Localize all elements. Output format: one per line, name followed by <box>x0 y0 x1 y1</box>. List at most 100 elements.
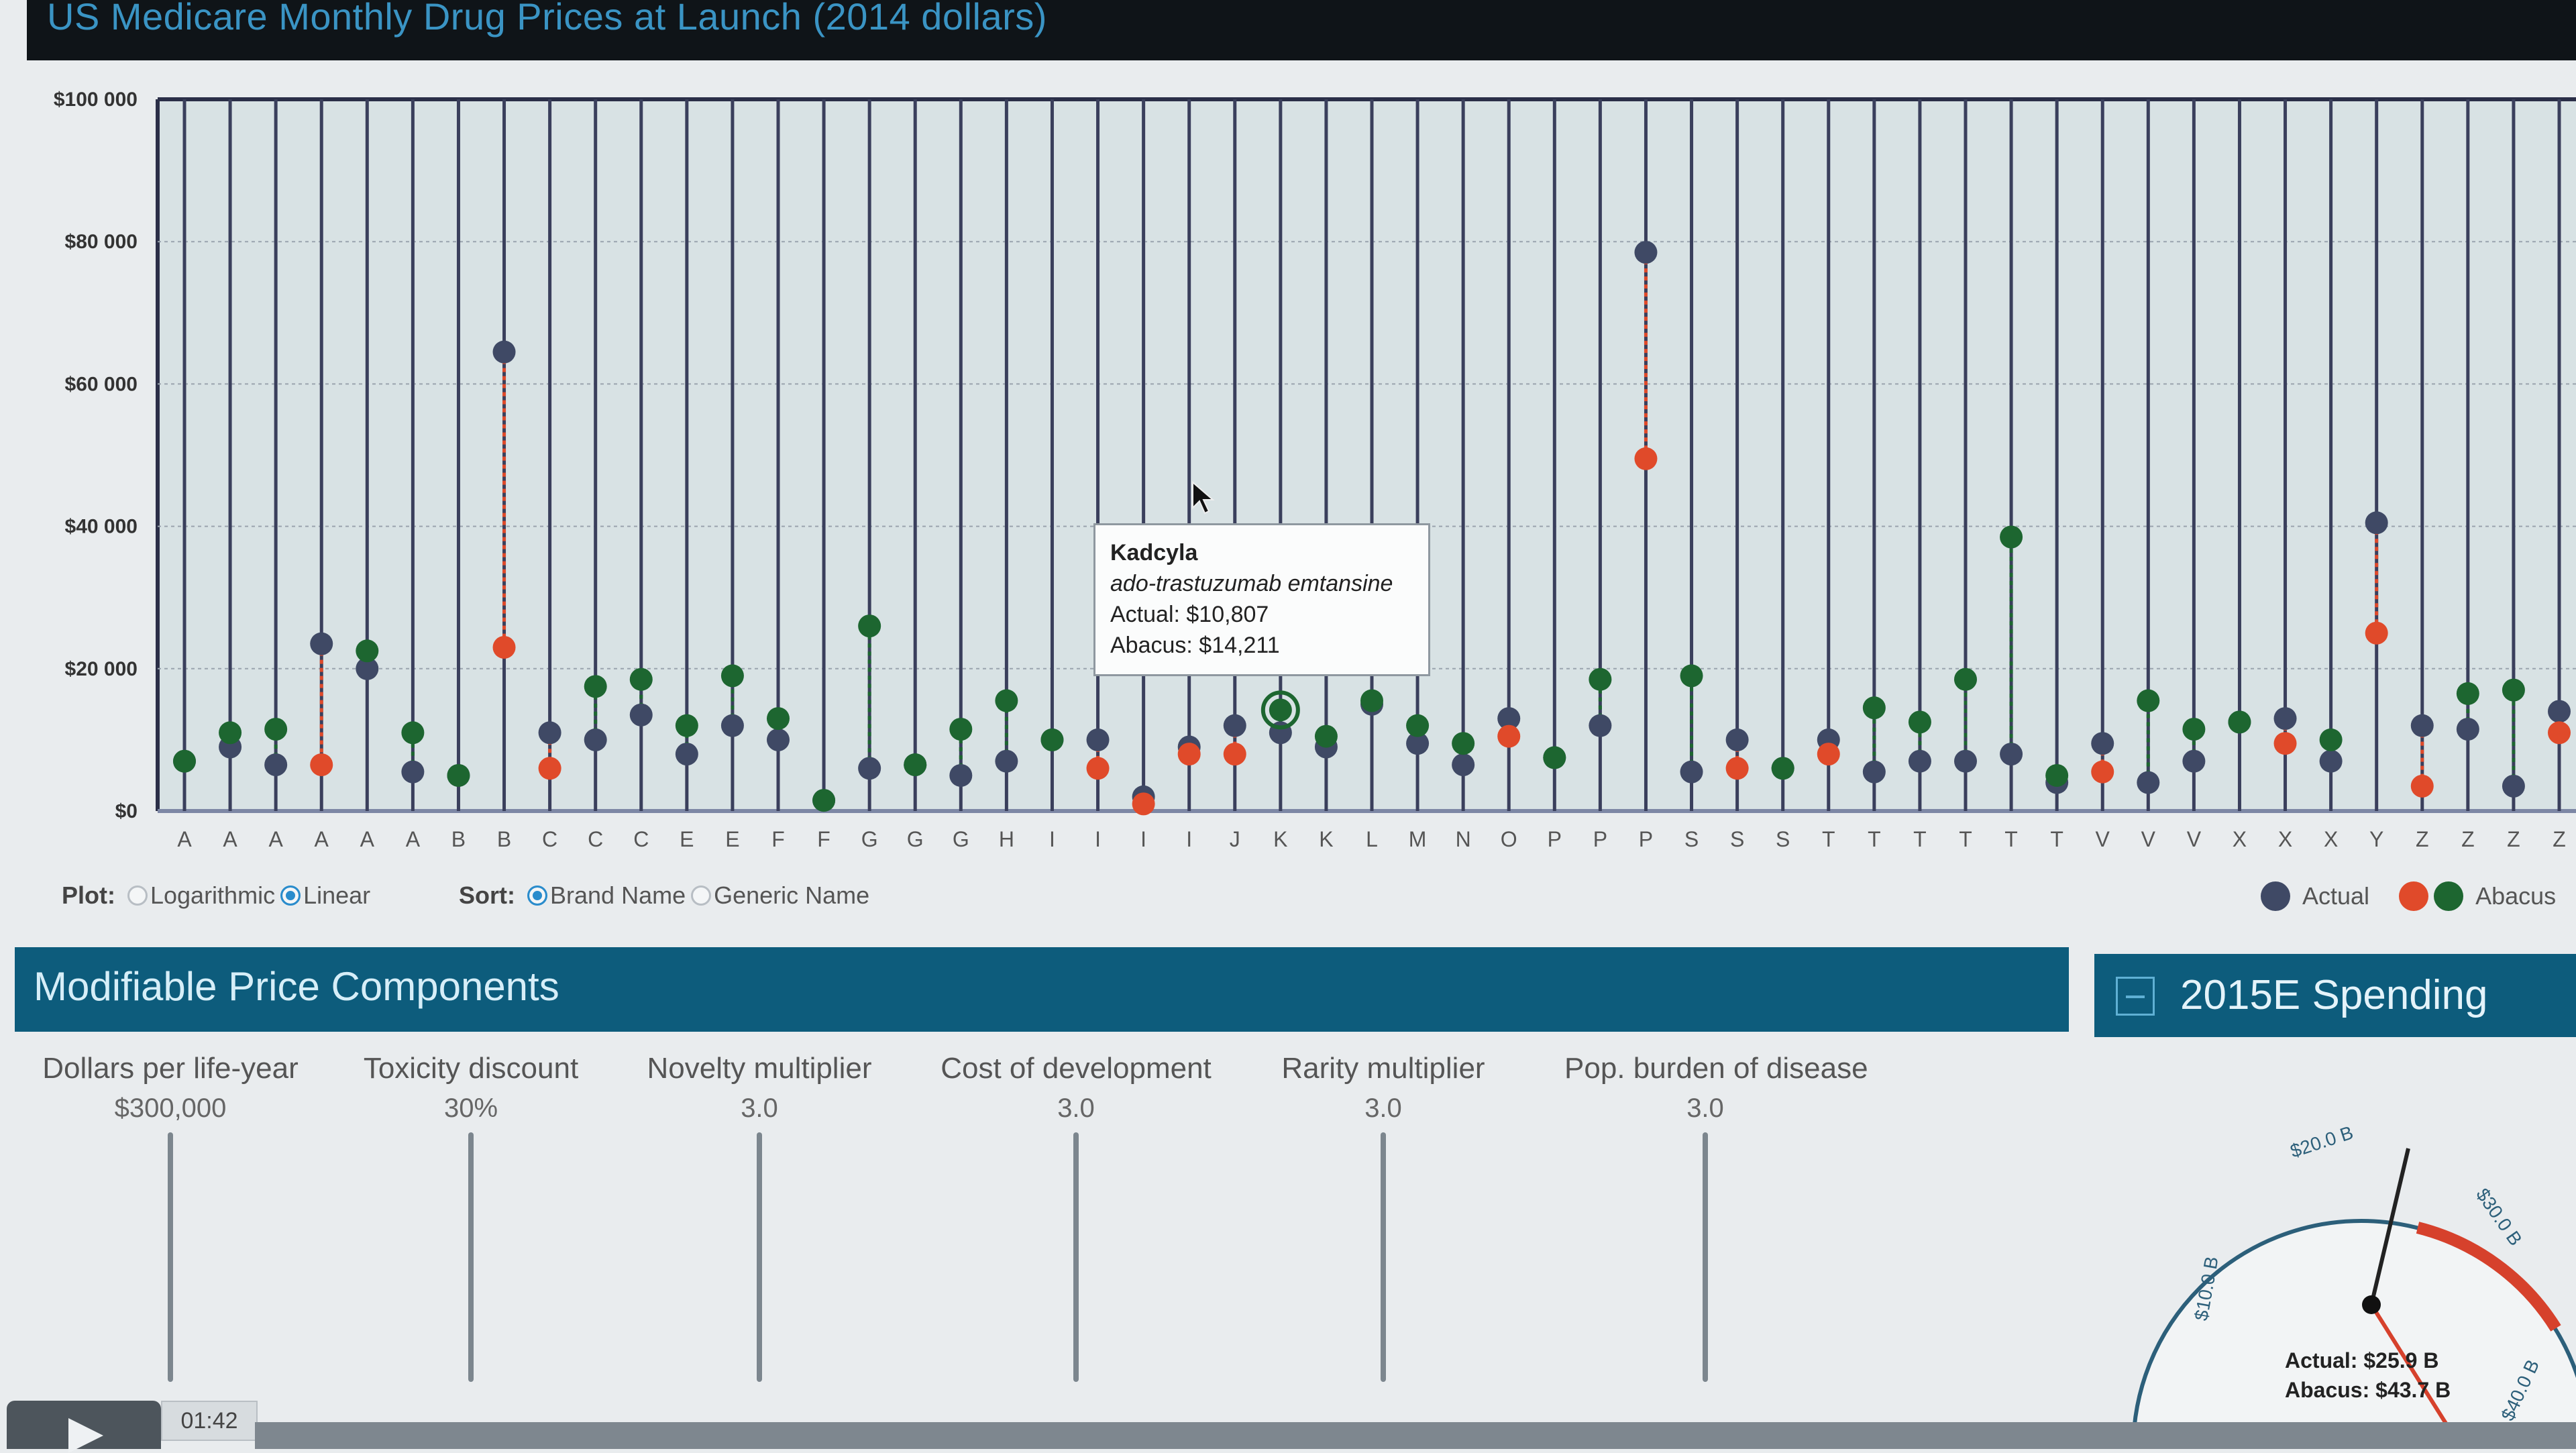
abacus-point[interactable] <box>1497 724 1521 748</box>
actual-point[interactable] <box>2502 774 2525 798</box>
abacus-point[interactable] <box>1314 724 1338 748</box>
play-button[interactable] <box>7 1401 161 1453</box>
slider-dollars-per-life-year[interactable]: Dollars per life-year $300,000 <box>30 1052 311 1382</box>
slider-rarity-multiplier[interactable]: Rarity multiplier 3.0 <box>1242 1052 1524 1382</box>
actual-point[interactable] <box>2137 771 2160 794</box>
abacus-point[interactable] <box>949 717 973 741</box>
actual-point[interactable] <box>2091 732 2114 755</box>
abacus-point[interactable] <box>173 749 196 773</box>
abacus-point[interactable] <box>492 635 516 659</box>
slider-cost-of-development[interactable]: Cost of development 3.0 <box>935 1052 1217 1382</box>
actual-point[interactable] <box>1862 760 1886 784</box>
abacus-point[interactable] <box>2456 682 2479 705</box>
actual-point[interactable] <box>264 753 288 777</box>
abacus-point[interactable] <box>904 753 927 777</box>
abacus-point[interactable] <box>2182 717 2206 741</box>
generic-name-radio[interactable] <box>691 885 712 906</box>
abacus-point[interactable] <box>2000 525 2023 549</box>
brand-name-radio[interactable] <box>527 885 547 906</box>
abacus-point[interactable] <box>2228 710 2251 734</box>
actual-point[interactable] <box>310 632 333 655</box>
abacus-point[interactable] <box>767 707 790 731</box>
actual-point[interactable] <box>2456 717 2479 741</box>
actual-point[interactable] <box>995 749 1018 773</box>
abacus-point[interactable] <box>858 614 881 638</box>
actual-point[interactable] <box>1908 749 1931 773</box>
actual-point[interactable] <box>538 721 561 745</box>
abacus-point[interactable] <box>2137 689 2160 712</box>
abacus-point[interactable] <box>675 714 698 737</box>
abacus-point[interactable] <box>310 753 333 777</box>
slider-track[interactable] <box>757 1132 762 1382</box>
actual-point[interactable] <box>401 760 425 784</box>
actual-point[interactable] <box>2319 749 2343 773</box>
actual-point[interactable] <box>629 703 653 726</box>
abacus-point[interactable] <box>1543 746 1566 769</box>
generic-name-label[interactable]: Generic Name <box>714 881 870 909</box>
collapse-icon[interactable] <box>2116 977 2155 1016</box>
linear-radio[interactable] <box>280 885 301 906</box>
actual-point[interactable] <box>1497 707 1521 731</box>
actual-point[interactable] <box>2000 743 2023 766</box>
slider-track[interactable] <box>1073 1132 1079 1382</box>
actual-point[interactable] <box>1634 241 1658 264</box>
video-progress-bar[interactable] <box>255 1422 2576 1449</box>
actual-point[interactable] <box>2273 707 2297 731</box>
abacus-point[interactable] <box>995 689 1018 712</box>
abacus-point[interactable] <box>2091 760 2114 784</box>
abacus-point[interactable] <box>538 757 561 780</box>
slider-toxicity-discount[interactable]: Toxicity discount 30% <box>330 1052 612 1382</box>
abacus-point[interactable] <box>1086 757 1110 780</box>
actual-point[interactable] <box>1954 749 1977 773</box>
abacus-point[interactable] <box>1360 689 1383 712</box>
abacus-point[interactable] <box>2273 732 2297 755</box>
spending-header[interactable]: 2015E Spending <box>2094 954 2576 1037</box>
abacus-point[interactable] <box>447 763 470 787</box>
actual-point[interactable] <box>492 340 516 364</box>
drug-price-chart[interactable]: $100 000 $80 000 $60 000 $40 000 $20 000 $0 A… <box>0 60 2576 872</box>
abacus-point[interactable] <box>629 667 653 691</box>
linear-label[interactable]: Linear <box>303 881 371 909</box>
actual-point[interactable] <box>1223 714 1246 737</box>
logarithmic-label[interactable]: Logarithmic <box>150 881 276 909</box>
abacus-point[interactable] <box>1817 743 1840 766</box>
abacus-point[interactable] <box>1634 447 1658 470</box>
abacus-point[interactable] <box>1908 710 1931 734</box>
abacus-point[interactable] <box>1177 743 1201 766</box>
abacus-point[interactable] <box>720 664 744 688</box>
abacus-point[interactable] <box>1725 757 1749 780</box>
brand-name-label[interactable]: Brand Name <box>550 881 686 909</box>
abacus-point[interactable] <box>1589 667 1612 691</box>
actual-point[interactable] <box>2548 700 2571 723</box>
abacus-point[interactable] <box>1680 664 1703 688</box>
abacus-point[interactable] <box>264 717 288 741</box>
actual-point[interactable] <box>1406 732 1430 755</box>
abacus-point[interactable] <box>584 675 607 698</box>
actual-point[interactable] <box>675 743 698 766</box>
actual-point[interactable] <box>584 728 607 751</box>
abacus-point[interactable] <box>219 721 242 745</box>
abacus-point[interactable] <box>812 789 836 812</box>
abacus-point[interactable] <box>1269 698 1292 722</box>
actual-point[interactable] <box>2182 749 2206 773</box>
abacus-point[interactable] <box>2410 774 2434 798</box>
actual-point[interactable] <box>1680 760 1703 784</box>
actual-point[interactable] <box>1725 728 1749 751</box>
actual-point[interactable] <box>767 728 790 751</box>
slider-novelty-multiplier[interactable]: Novelty multiplier 3.0 <box>619 1052 900 1382</box>
abacus-point[interactable] <box>1406 714 1430 737</box>
abacus-point[interactable] <box>1954 667 1977 691</box>
data-points[interactable] <box>173 241 2571 816</box>
actual-point[interactable] <box>720 714 744 737</box>
abacus-point[interactable] <box>1862 696 1886 720</box>
actual-point[interactable] <box>1452 753 1475 777</box>
abacus-point[interactable] <box>356 639 379 663</box>
slider-track[interactable] <box>1703 1132 1708 1382</box>
abacus-point[interactable] <box>2365 621 2388 645</box>
abacus-point[interactable] <box>401 721 425 745</box>
actual-point[interactable] <box>949 763 973 787</box>
actual-point[interactable] <box>356 657 379 680</box>
actual-point[interactable] <box>2365 511 2388 535</box>
actual-point[interactable] <box>1086 728 1110 751</box>
logarithmic-radio[interactable] <box>127 885 148 906</box>
